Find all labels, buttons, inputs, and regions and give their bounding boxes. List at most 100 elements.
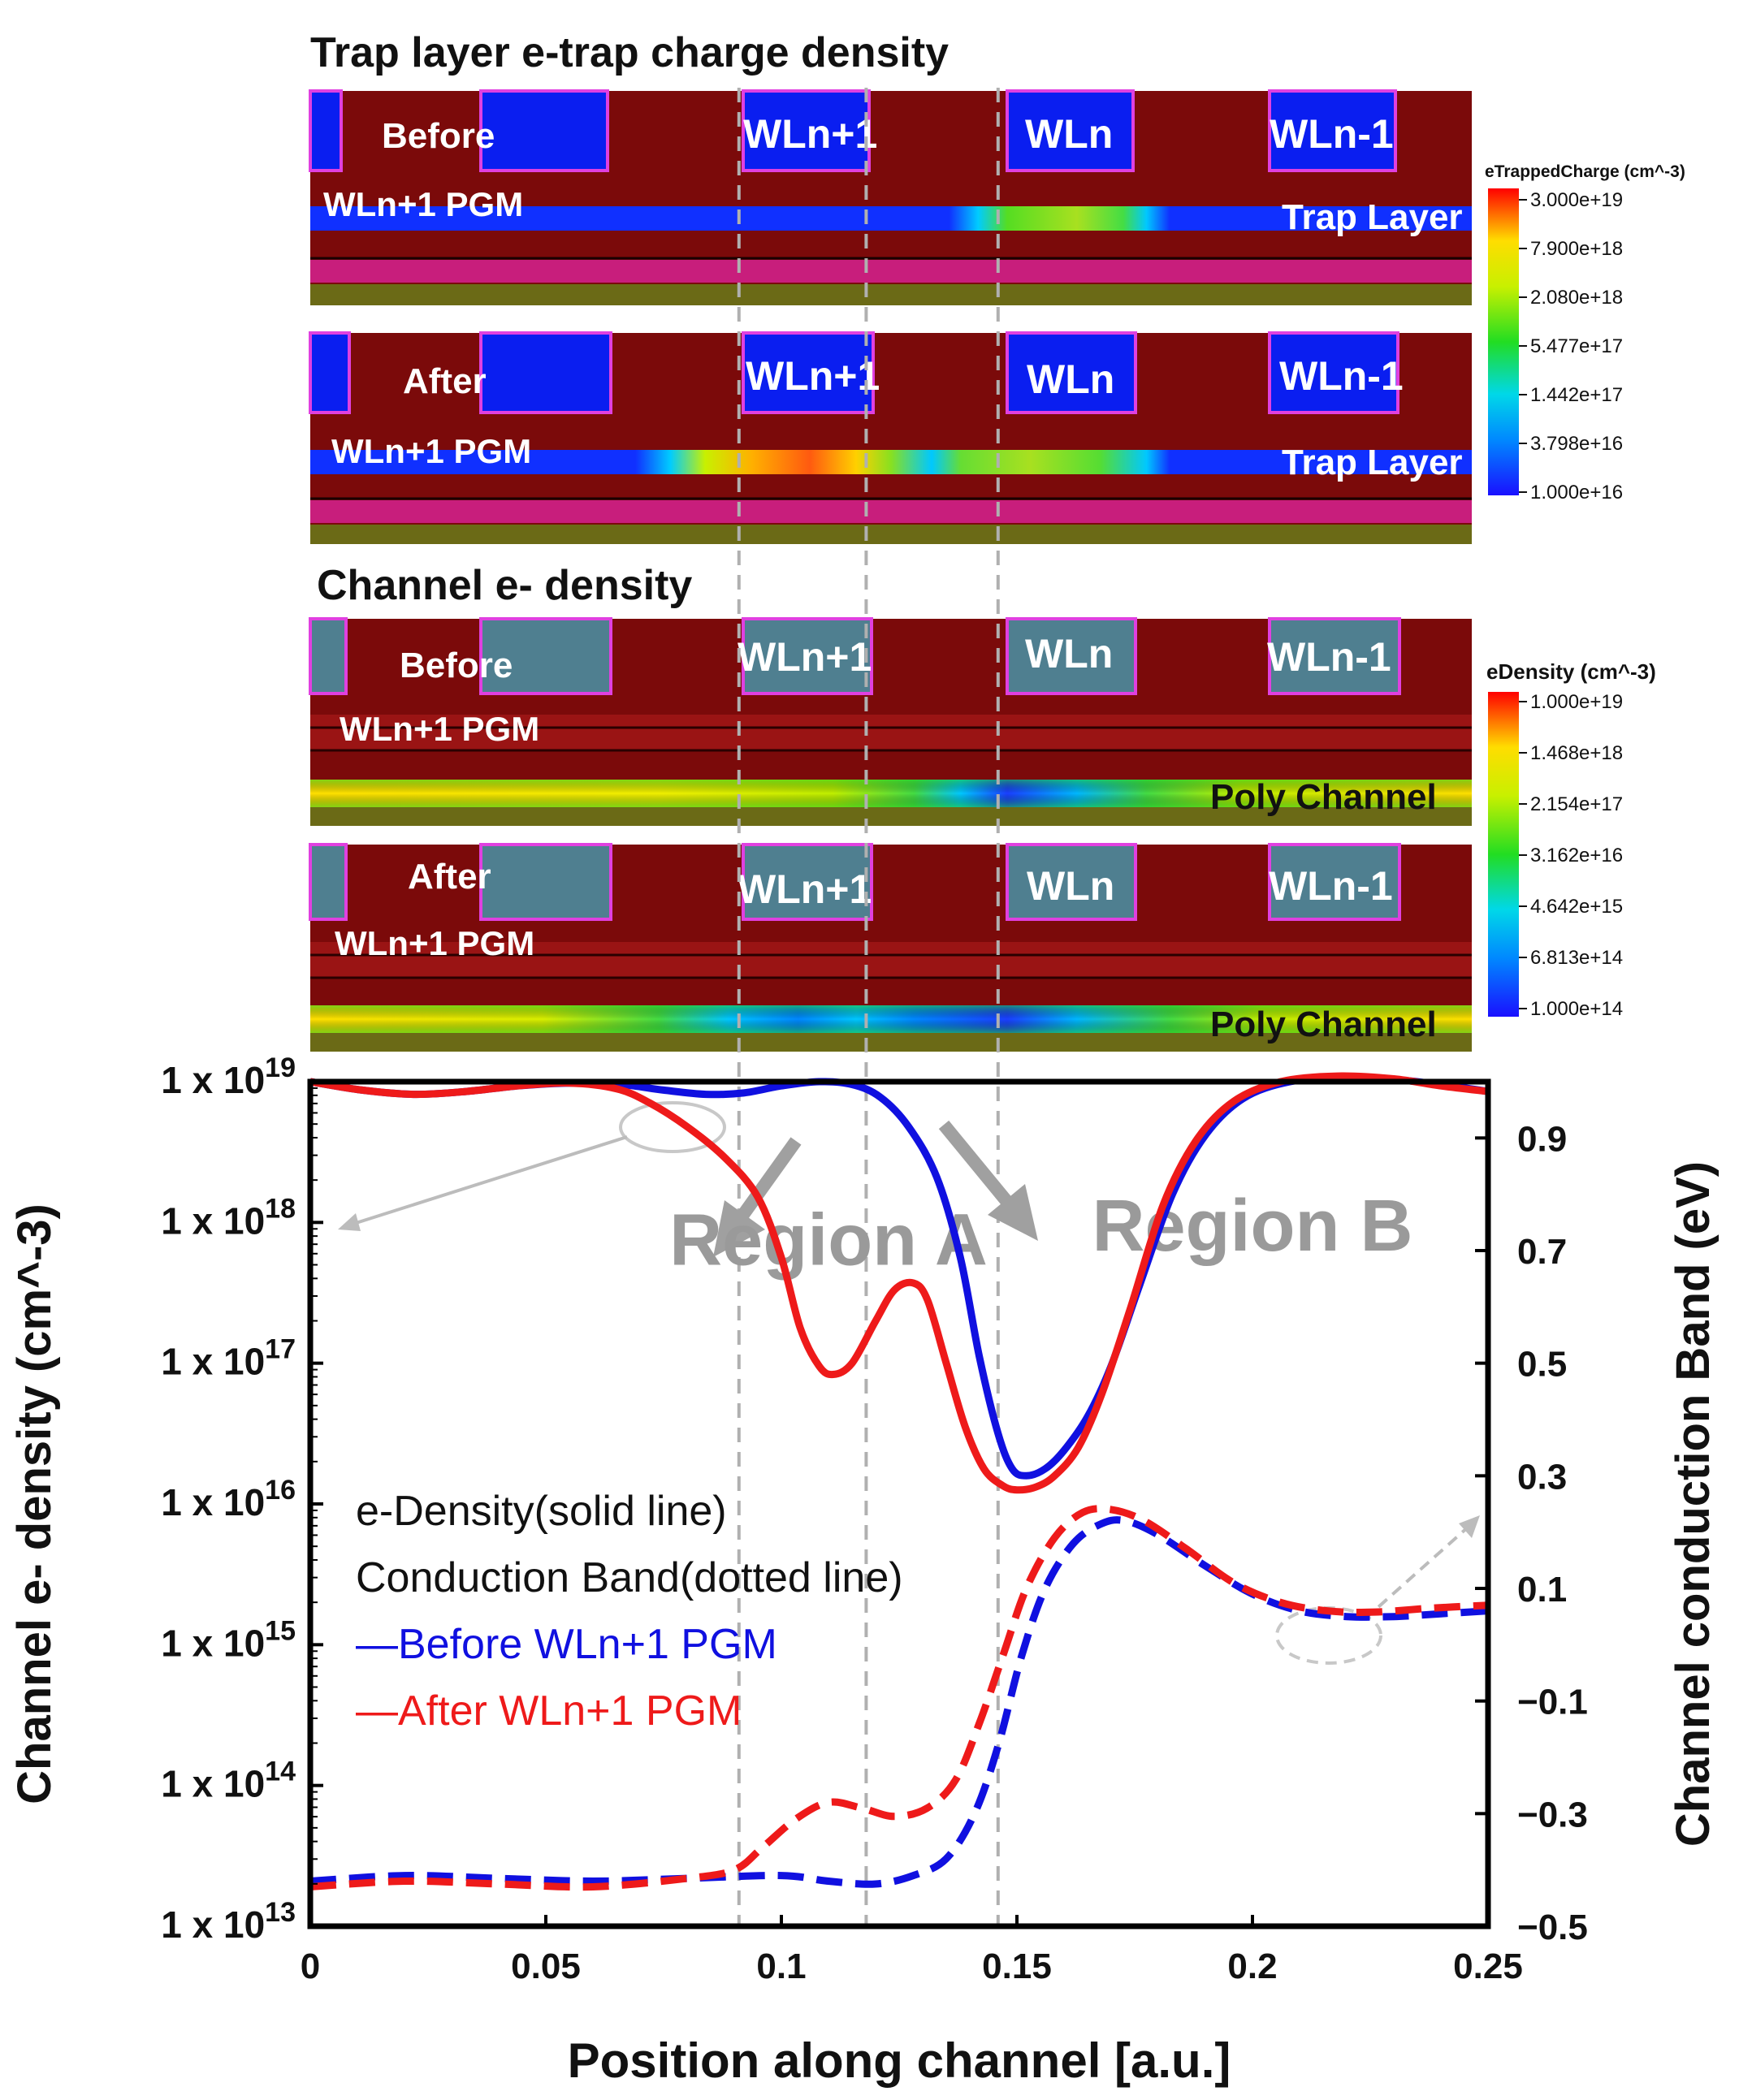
colorbar-tick-label: 3.798e+16 [1530, 433, 1623, 455]
x-axis-label: Position along channel [a.u.] [568, 2033, 1231, 2088]
gate-left [479, 89, 609, 172]
colorbar-tick-label: 7.900e+18 [1530, 238, 1623, 260]
legend-density: e-Density(solid line) [356, 1488, 727, 1535]
wl-label-wln1: WLn+1 [738, 634, 872, 680]
x-tick-label: 0.1 [756, 1947, 806, 1986]
guide-lines [737, 88, 1000, 1926]
trap-layer-strip [310, 206, 1472, 231]
trap-before-panel: Before WLn+1 PGM WLn+1 WLn WLn-1 Trap La… [309, 89, 1472, 305]
y2-tick-label: 0.3 [1517, 1457, 1567, 1497]
y2-axis-label: Channel conduction Band (eV) [1667, 1161, 1720, 1847]
gate-wlnm1 [1268, 89, 1397, 172]
region-a-arrowhead [713, 1200, 765, 1257]
colorbar-tick-label: 2.080e+18 [1530, 287, 1623, 309]
legend-before: —Before WLn+1 PGM [356, 1621, 777, 1668]
gate-left [479, 843, 612, 921]
gate-wlnm1 [1268, 843, 1401, 921]
y-tick-label: 1 x 1019 [161, 1052, 296, 1101]
y-axis-label: Channel e- density (cm^-3) [8, 1203, 61, 1804]
panel-state-label: Before [400, 646, 513, 685]
y2-tick-label: 0.9 [1517, 1119, 1567, 1159]
legend: e-Density(solid line) Conduction Band(do… [356, 1488, 903, 1735]
gate-wln [1006, 331, 1137, 414]
wl-label-wlnm1: WLn-1 [1279, 353, 1404, 399]
colorbar-gradient [1488, 692, 1519, 1017]
region-labels: Region A Region B [669, 1186, 1412, 1281]
olive-layer [310, 1033, 1472, 1052]
olive-layer [310, 525, 1472, 544]
pink-layer [310, 260, 1472, 283]
region-a-arrow [735, 1137, 802, 1222]
colorbar-tick-label: 1.000e+16 [1530, 482, 1623, 503]
x-tick-label: 0.05 [511, 1947, 581, 1986]
panel-sub-label: WLn+1 PGM [335, 924, 534, 962]
gate-wln [1006, 89, 1135, 172]
annotation-arrow-density [350, 1135, 628, 1226]
colorbar-tick-label: 1.468e+18 [1530, 742, 1623, 764]
y2-axis-ticks: 0.9 0.7 0.5 0.3 0.1 −0.1 −0.3 −0.5 [1475, 1119, 1588, 1947]
colorbar-tick-label: 1.442e+17 [1530, 384, 1623, 406]
colorbar-tick-label: 4.642e+15 [1530, 896, 1623, 918]
gate-wln1 [742, 843, 873, 921]
colorbar-ticks: 3.000e+19 7.900e+18 2.080e+18 5.477e+17 1.44… [1519, 189, 1623, 503]
pink-layer [310, 500, 1472, 523]
gate-wlnm1 [1268, 617, 1401, 695]
annotation-arrow-band [1363, 1525, 1470, 1621]
trap-colorbar: eTrappedCharge (cm^-3) 3.000e+19 7.900e+1… [1485, 162, 1685, 503]
gate-partial-left [309, 617, 348, 695]
wl-label-wln: WLn [1025, 111, 1113, 157]
region-label-b: Region B [1092, 1186, 1413, 1267]
annotation-arrowhead-band [1459, 1515, 1480, 1538]
colorbar-tick-label: 6.813e+14 [1530, 947, 1623, 969]
olive-layer [310, 284, 1472, 305]
wl-label-wln: WLn [1027, 356, 1114, 402]
region-arrows [713, 1120, 1038, 1257]
gate-left [479, 617, 612, 695]
panel-state-label: Before [382, 116, 495, 156]
channel-after-panel: After WLn+1 PGM WLn+1 WLn WLn-1 Poly Cha… [309, 843, 1472, 1052]
gate-wln1 [742, 89, 871, 172]
dielectric-band [310, 715, 1472, 750]
wl-label-wln1: WLn+1 [743, 111, 877, 157]
legend-band: Conduction Band(dotted line) [356, 1554, 903, 1601]
y-tick-label: 1 x 1018 [161, 1193, 296, 1242]
y2-tick-label: −0.5 [1517, 1908, 1588, 1947]
y2-tick-label: −0.1 [1517, 1683, 1588, 1722]
colorbar-tick-label: 3.162e+16 [1530, 845, 1623, 866]
series-line-1 [309, 1072, 1489, 1494]
annotation-ellipse-density [619, 1101, 726, 1153]
gate-wln1 [742, 331, 875, 414]
layer-label: Trap Layer [1282, 197, 1463, 237]
panel-sub-label: WLn+1 PGM [323, 185, 523, 223]
y-tick-label: 1 x 1013 [161, 1897, 296, 1946]
channel-before-panel: Before WLn+1 PGM WLn+1 WLn WLn-1 Poly Ch… [309, 617, 1472, 826]
wl-label-wlnm1: WLn-1 [1270, 111, 1394, 157]
y-tick-label: 1 x 1016 [161, 1475, 296, 1523]
poly-channel-shade [310, 780, 1472, 807]
trap-after-panel: After WLn+1 PGM WLn+1 WLn WLn-1 Trap Lay… [309, 331, 1472, 544]
colorbar-tick-label: 3.000e+19 [1530, 189, 1623, 211]
panel-state-label: After [408, 857, 491, 897]
panel-state-label: After [403, 361, 487, 401]
x-tick-label: 0.2 [1227, 1947, 1277, 1986]
y-tick-label: 1 x 1017 [161, 1334, 296, 1383]
density-colorbar: eDensity (cm^-3) 1.000e+19 1.468e+18 2.154… [1486, 659, 1656, 1020]
colorbar-title: eTrappedCharge (cm^-3) [1485, 162, 1685, 181]
gate-wln1 [742, 617, 873, 695]
wl-label-wln1: WLn+1 [738, 866, 872, 912]
olive-layer [310, 807, 1472, 826]
poly-channel-shade [310, 1005, 1472, 1033]
colorbar-title: eDensity (cm^-3) [1486, 659, 1656, 684]
gate-wlnm1 [1268, 331, 1399, 414]
x-tick-label: 0.15 [982, 1947, 1052, 1986]
y2-tick-label: −0.3 [1517, 1795, 1588, 1834]
wl-label-wln1: WLn+1 [746, 353, 880, 399]
x-tick-label: 0.25 [1453, 1947, 1523, 1986]
y2-tick-label: 0.5 [1517, 1345, 1567, 1385]
colorbar-gradient [1488, 188, 1519, 495]
plot-area: Region A Region B 0 0.05 0.1 0.15 0.2 0.25 1 x… [8, 88, 1720, 2088]
gate-wln [1006, 843, 1137, 921]
panel-sub-label: WLn+1 PGM [340, 710, 539, 748]
